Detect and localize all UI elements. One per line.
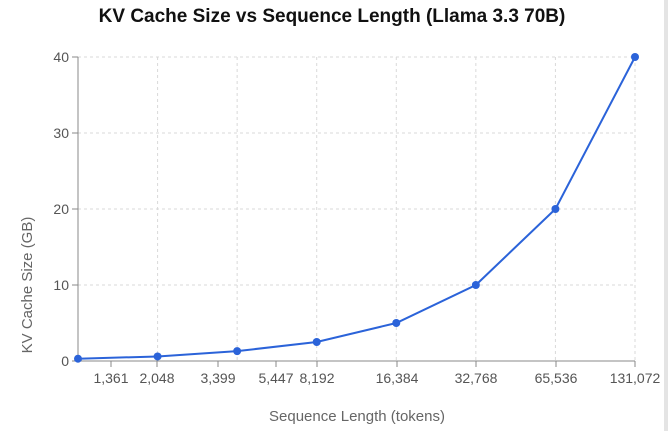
x-tick-label: 8,192 (299, 370, 334, 386)
x-tick-label: 2,048 (139, 370, 174, 386)
data-point (471, 281, 480, 289)
data-point (74, 354, 82, 363)
x-axis-title: Sequence Length (tokens) (269, 408, 445, 425)
y-tick-label: 10 (53, 277, 69, 293)
series-line (77, 56, 636, 360)
x-tick-label: 65,536 (535, 370, 578, 386)
x-tick-label: 16,384 (376, 370, 419, 386)
plot-area (74, 53, 639, 363)
y-tick-label: 0 (61, 353, 69, 369)
chart-title: KV Cache Size vs Sequence Length (Llama … (98, 6, 566, 27)
x-tick-label: 5,447 (258, 370, 293, 386)
x-tick-label: 131,072 (610, 370, 661, 386)
data-point (551, 205, 560, 213)
data-point (312, 338, 321, 346)
x-tick-label: 3,399 (200, 370, 235, 386)
x-tick-label: 32,768 (455, 370, 498, 386)
window-edge (664, 0, 668, 431)
y-axis-title: KV Cache Size (GB) (19, 217, 36, 354)
x-tick-label: 1,361 (93, 370, 128, 386)
data-point (233, 347, 242, 356)
y-tick-label: 20 (53, 201, 69, 217)
y-tick-label: 40 (53, 49, 69, 65)
x-axis-ticks: 1,361 2,048 3,399 5,447 8,192 16,384 32,768 65,… (93, 361, 661, 386)
data-point (631, 53, 639, 61)
data-point (392, 319, 401, 327)
y-tick-label: 30 (53, 125, 69, 141)
data-point (153, 352, 162, 361)
y-axis-ticks: 0 10 20 30 40 (53, 49, 78, 369)
